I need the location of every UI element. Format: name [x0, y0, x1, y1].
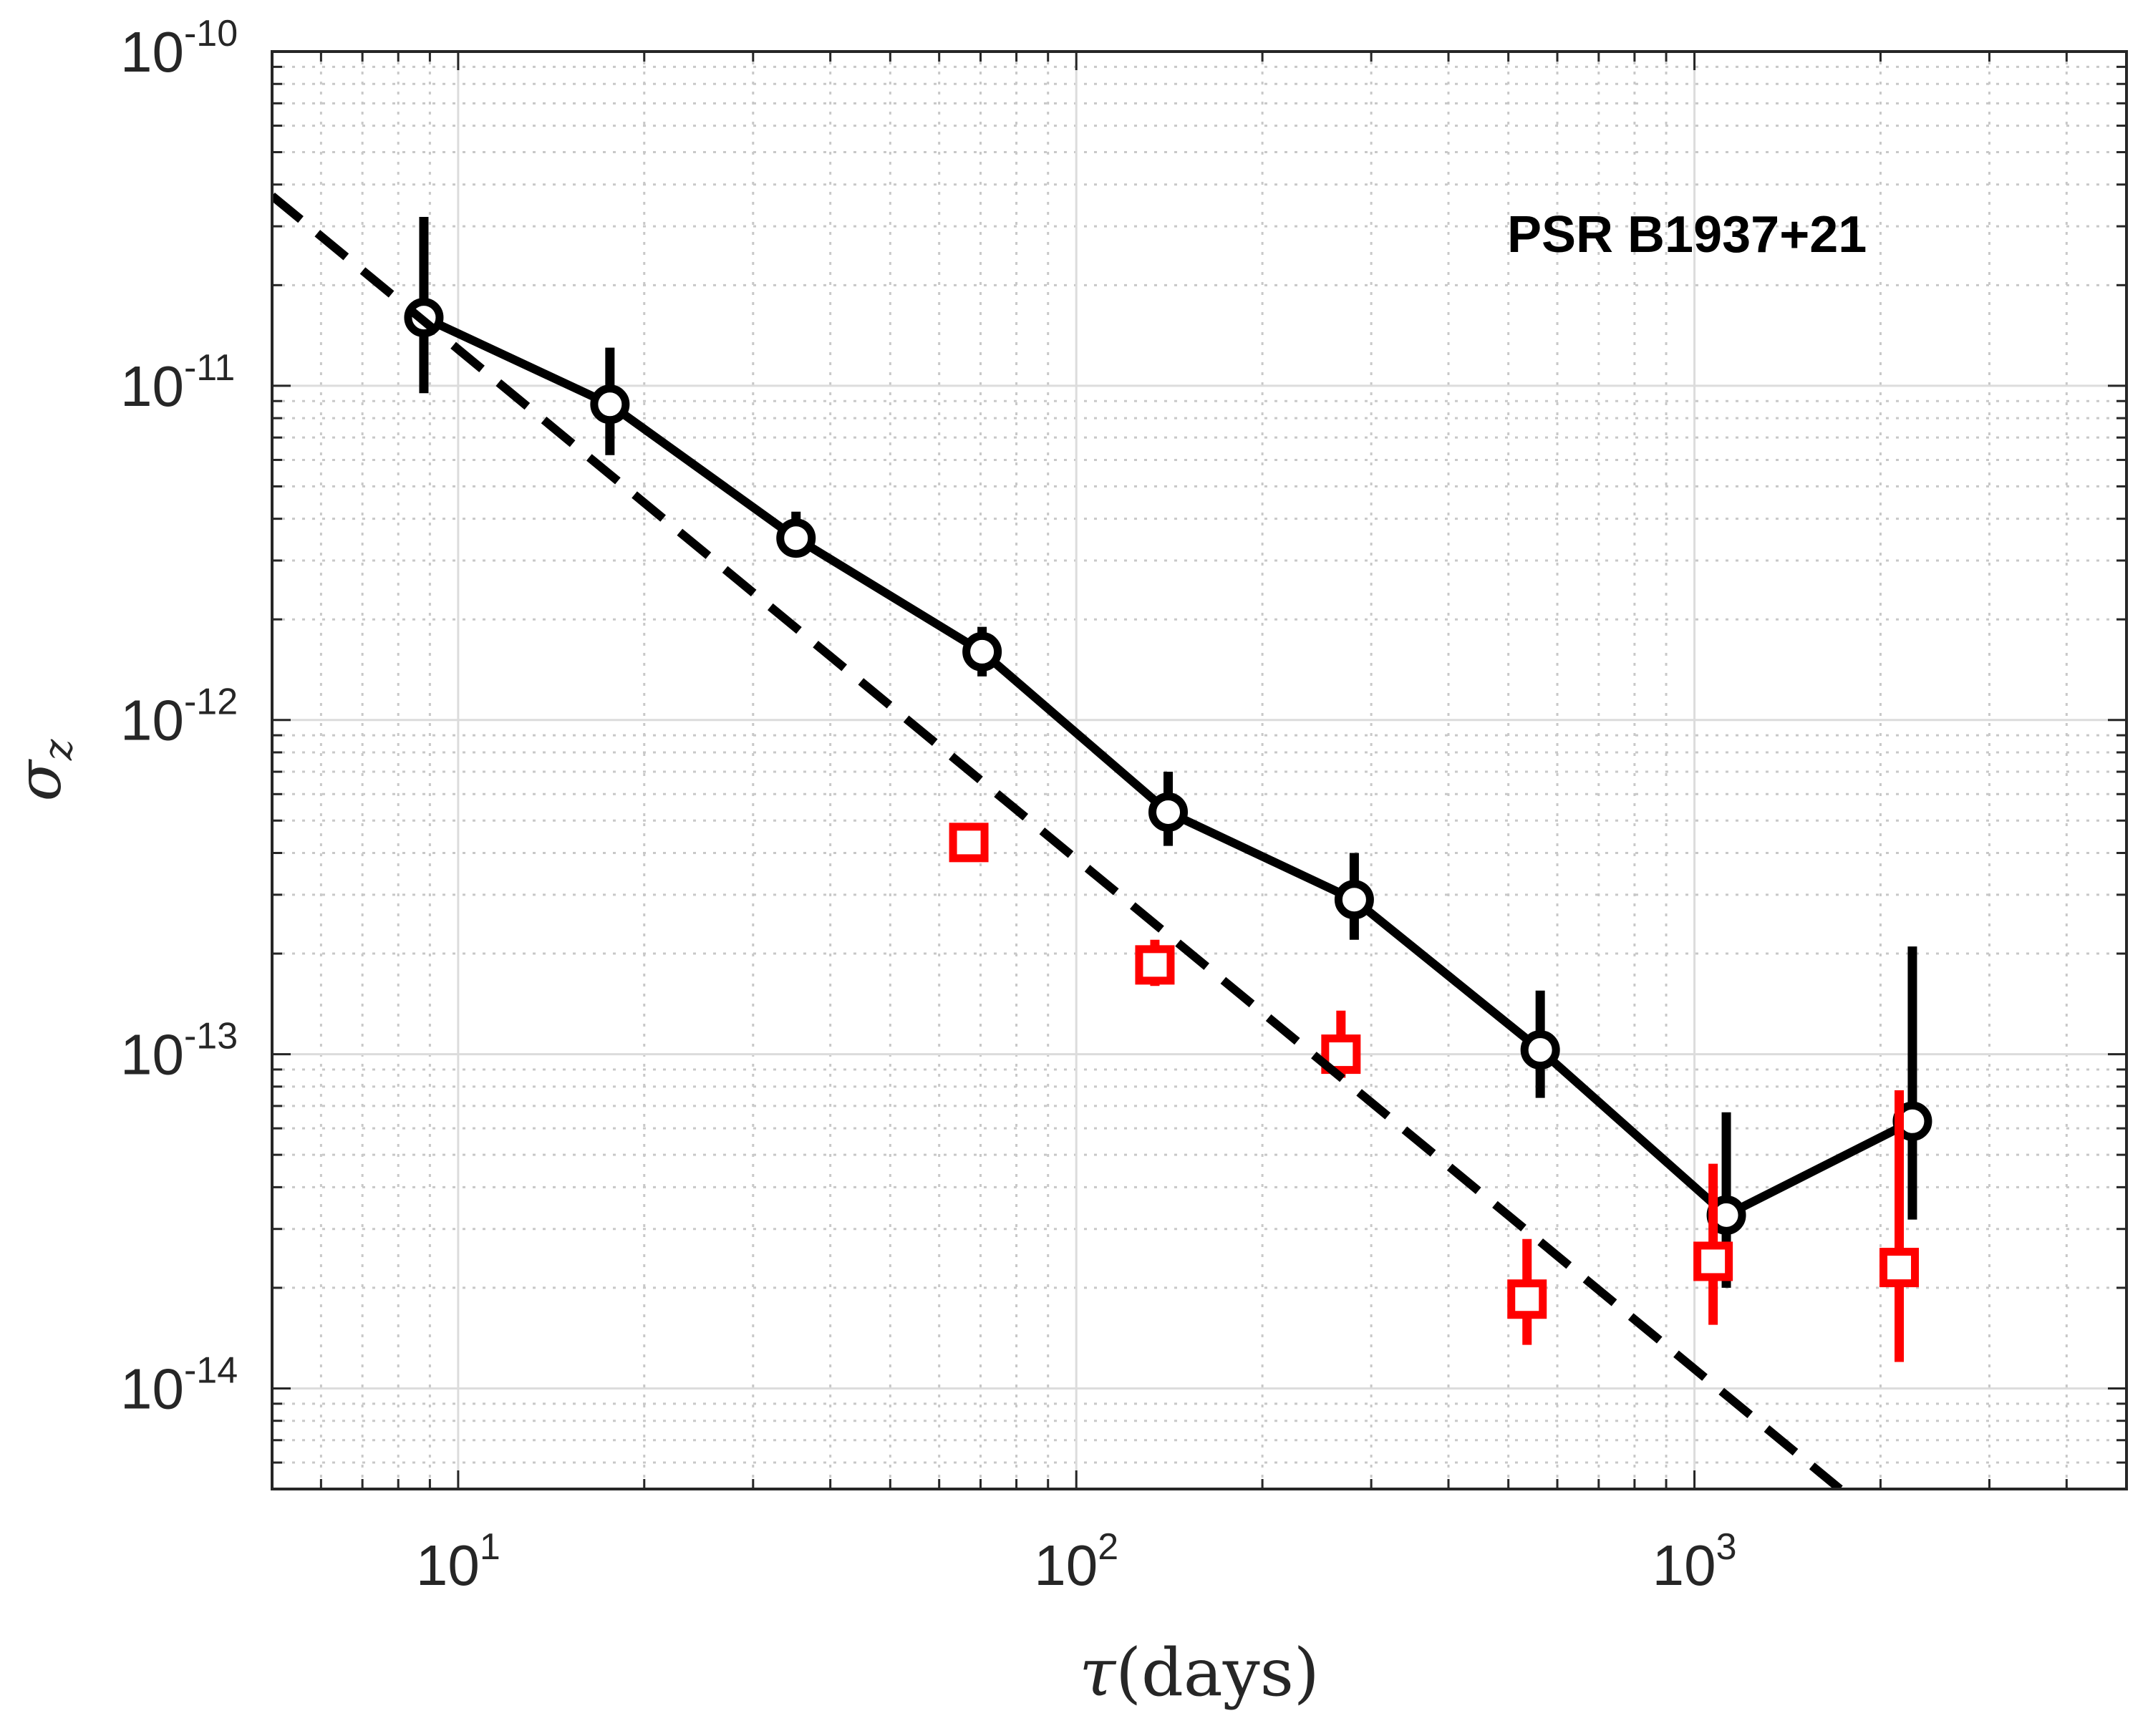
y-tick-label: 10-11	[120, 347, 235, 418]
labels-layer: 101 102 103 10-14 10-13 10-12 10-11 10-10 PSR B1…	[4, 13, 1867, 1711]
data-point-square	[1507, 1279, 1547, 1319]
annotation-label: PSR B1937+21	[1507, 206, 1867, 263]
data-point-circle	[962, 631, 1002, 671]
x-axis-label: τ(days)	[1079, 1634, 1320, 1711]
plot-area-background	[272, 52, 2127, 1489]
x-tick-label: 102	[1034, 1526, 1118, 1597]
y-tick-label: 10-13	[120, 1016, 238, 1087]
axes-frame	[271, 50, 2128, 1490]
axes-layer	[271, 50, 2128, 1490]
series-layer	[272, 192, 1932, 1489]
y-tick-label: 10-10	[120, 13, 238, 84]
data-point-circle	[590, 384, 630, 425]
y-axis-label: σz	[4, 739, 82, 801]
minor-grid	[271, 52, 2128, 1490]
data-point-circle	[1334, 880, 1374, 920]
dashed-fit-line	[272, 192, 1843, 1489]
data-point-square	[1879, 1248, 1920, 1288]
y-tick-label: 10-14	[120, 1349, 238, 1420]
data-point-square	[1693, 1241, 1733, 1281]
x-tick-label: 103	[1653, 1526, 1737, 1597]
data-point-square	[949, 823, 989, 863]
y-tick-label: 10-12	[120, 682, 238, 752]
data-point-circle	[776, 518, 816, 558]
data-point-square	[1135, 945, 1175, 985]
data-point-circle	[1148, 792, 1189, 832]
data-point-circle	[1520, 1030, 1560, 1070]
x-tick-label: 101	[416, 1526, 500, 1597]
